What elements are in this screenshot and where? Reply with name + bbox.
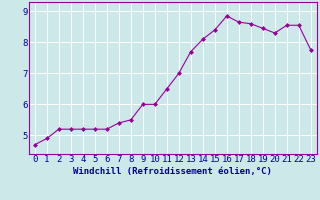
X-axis label: Windchill (Refroidissement éolien,°C): Windchill (Refroidissement éolien,°C) (73, 167, 272, 176)
